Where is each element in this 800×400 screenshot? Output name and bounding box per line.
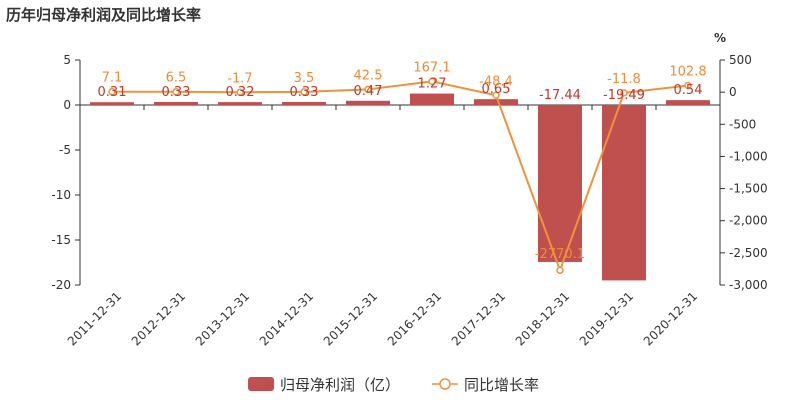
growth-value-label: -48.4 (479, 74, 513, 89)
bar (666, 100, 710, 105)
bar (346, 100, 390, 105)
bar-value-label: 0.32 (226, 85, 255, 100)
bar-value-label: 0.31 (98, 85, 127, 100)
line-point (684, 81, 692, 90)
y-right-tick-label: -500 (729, 117, 756, 131)
x-tick-label: 2013-12-31 (193, 289, 252, 348)
bar (282, 102, 326, 105)
bar-series (90, 93, 710, 281)
growth-value-label: -1.7 (227, 71, 252, 86)
line-series (108, 77, 692, 274)
bar-value-label: -19.49 (603, 88, 645, 103)
legend: 归母净利润（亿） 同比增长率 (248, 376, 539, 394)
line-point (428, 77, 436, 86)
x-tick-label: 2019-12-31 (577, 289, 636, 348)
y-right-tick-label: -2,000 (729, 214, 768, 228)
axes: 5 0 -5 -10 -15 -20 500 0 -500 -1,000 -1,500 -2,000 -… (51, 31, 767, 348)
line-point (172, 87, 180, 96)
bar (218, 102, 262, 105)
bar-value-label: 0.65 (482, 82, 511, 97)
y-right-tick-label: 500 (729, 53, 752, 67)
y-left-tick-label: -5 (59, 143, 71, 157)
x-tick-label: 2014-12-31 (257, 289, 316, 348)
line-point (556, 266, 564, 274)
growth-value-label: 7.1 (102, 71, 123, 86)
y-left-tick-label: -15 (51, 233, 71, 247)
growth-value-label: 167.1 (413, 60, 450, 75)
y-right-tick-label: -3,000 (729, 278, 768, 292)
x-tick-label: 2017-12-31 (449, 289, 508, 348)
bar (410, 93, 454, 105)
y-left-tick-label: 5 (63, 53, 71, 67)
x-tick-label: 2020-12-31 (641, 289, 700, 348)
bar (474, 99, 518, 105)
bar-value-label: 1.27 (418, 77, 447, 92)
bar-value-label: 0.47 (354, 84, 383, 99)
y-right-tick-label: -1,000 (729, 149, 768, 163)
growth-value-label: 6.5 (166, 71, 187, 86)
line-point (108, 87, 116, 96)
x-tick-label: 2012-12-31 (129, 289, 188, 348)
bar-value-label: 0.54 (674, 83, 703, 98)
data-labels: 0.31 0.33 0.32 0.33 0.47 1.27 0.65 -17.44 -19.49… (98, 60, 707, 262)
chart-title: 历年归母净利润及同比增长率 (6, 6, 202, 24)
x-tick-label: 2011-12-31 (65, 289, 124, 348)
growth-value-label: -2770.1 (535, 247, 585, 262)
bar (538, 105, 582, 262)
bar (154, 102, 198, 105)
y-right-tick-label: -1,500 (729, 182, 768, 196)
legend-line-marker (439, 378, 451, 390)
x-tick-label: 2016-12-31 (385, 289, 444, 348)
y-right-tick-label: 0 (729, 85, 737, 99)
legend-bar-swatch (248, 377, 274, 391)
line-point (300, 88, 308, 96)
x-tick-label: 2018-12-31 (513, 289, 572, 348)
y-left-tick-label: -10 (51, 188, 71, 202)
x-tick-label: 2015-12-31 (321, 289, 380, 348)
bar (90, 102, 134, 105)
bar-value-label: -17.44 (539, 88, 581, 103)
growth-value-label: -11.8 (607, 72, 641, 87)
legend-bar-label: 归母净利润（亿） (280, 376, 400, 394)
growth-value-label: 42.5 (354, 68, 383, 83)
y-left-tick-label: 0 (63, 98, 71, 112)
line-point (236, 88, 244, 97)
y-right-unit: % (714, 31, 726, 45)
legend-line-label: 同比增长率 (464, 376, 539, 394)
bar-value-label: 0.33 (162, 85, 191, 100)
line-point (364, 85, 372, 94)
line-point (620, 89, 628, 97)
y-left-tick-label: -20 (51, 278, 71, 292)
y-right-tick-label: -2,500 (729, 246, 768, 260)
bar (602, 105, 646, 281)
growth-line (111, 80, 689, 274)
bar-value-label: 0.33 (290, 85, 319, 100)
growth-value-label: 3.5 (294, 71, 315, 86)
growth-value-label: 102.8 (669, 65, 706, 80)
line-point (492, 91, 500, 100)
